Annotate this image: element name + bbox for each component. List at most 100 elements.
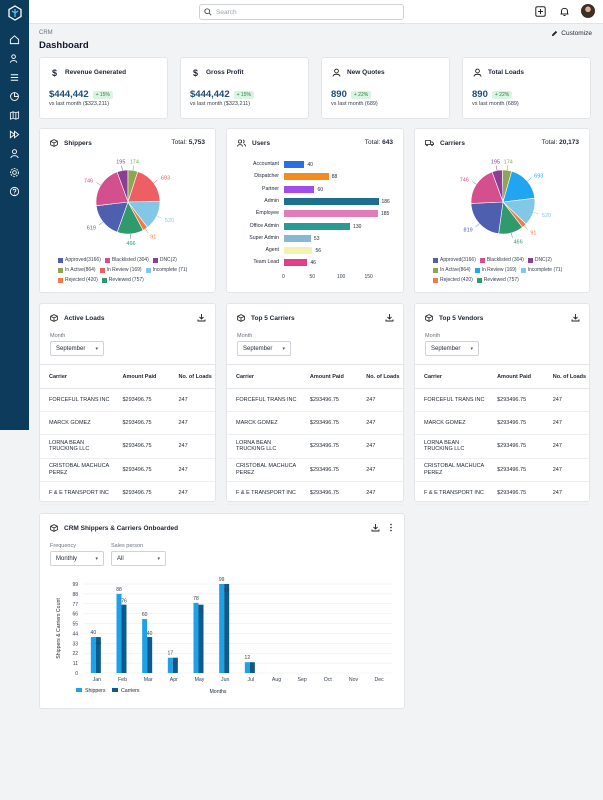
bar-shippers-jun[interactable]: [219, 584, 225, 673]
customize-button[interactable]: Customize: [551, 30, 592, 37]
table-row[interactable]: MARCK GOMEZ $293496.75 247: [415, 411, 589, 436]
month-select[interactable]: September ▾: [425, 341, 479, 356]
users-total: Total: 643: [364, 139, 393, 146]
help-icon[interactable]: [8, 185, 21, 198]
search-input[interactable]: Search: [199, 4, 404, 20]
table-row[interactable]: F & E TRANSPORT INC $293496.75 247: [227, 481, 403, 505]
column-header[interactable]: Amount Paid: [488, 364, 544, 389]
bar-carriers-apr[interactable]: [172, 657, 178, 673]
legend-item[interactable]: Reviewed (757): [101, 277, 144, 283]
pie-slice-blacklisted[interactable]: [470, 171, 504, 204]
table-row[interactable]: FORCEFUL TRANS INC $293496.75 247: [227, 388, 403, 413]
users-icon[interactable]: [8, 52, 21, 65]
column-header[interactable]: No. of Loads: [543, 364, 589, 389]
avatar[interactable]: [581, 4, 595, 18]
legend-item[interactable]: In Review (169): [99, 267, 142, 273]
legend-item[interactable]: DNC(2): [152, 257, 177, 263]
bar-carriers-jun[interactable]: [224, 584, 230, 673]
column-header[interactable]: Carrier: [415, 364, 489, 389]
legend-item[interactable]: Blacklisted (304): [104, 257, 149, 263]
legend-item[interactable]: In Active(864): [58, 267, 96, 273]
table-row[interactable]: CRISTOBAL MACHUCA PEREZ $293496.75 247: [40, 458, 215, 482]
column-header[interactable]: Amount Paid: [300, 364, 358, 389]
table-row[interactable]: CRISTOBAL MACHUCA PEREZ $293496.75 247: [227, 458, 403, 482]
pie-slice-in-review[interactable]: [127, 171, 161, 203]
table-row[interactable]: LORNA BEAN TRUCKING LLC $293496.75 247: [415, 434, 589, 459]
kpi-comparison: vs last month (689): [472, 101, 519, 107]
legend-item[interactable]: DNC(2): [527, 257, 552, 263]
add-icon[interactable]: [533, 4, 547, 18]
breadcrumb[interactable]: CRM: [39, 30, 53, 36]
bar-accountant[interactable]: [284, 161, 305, 168]
bar-value-label: 40: [307, 162, 313, 168]
more-options-icon[interactable]: [389, 523, 393, 532]
bar-shippers-jan[interactable]: [90, 637, 96, 673]
bar-admin[interactable]: [284, 197, 379, 205]
column-header[interactable]: No. of Loads: [169, 364, 215, 389]
table-row[interactable]: F & E TRANSPORT INC $293496.75 247: [40, 481, 215, 505]
settings-icon[interactable]: [8, 166, 21, 179]
table-row[interactable]: FORCEFUL TRANS INC $293496.75 247: [415, 388, 589, 413]
bar-dispatcher[interactable]: [284, 173, 329, 181]
legend-item[interactable]: Incomplete (71): [145, 267, 187, 273]
download-icon[interactable]: [385, 313, 394, 322]
fast-forward-icon[interactable]: [8, 128, 21, 141]
table-row[interactable]: LORNA BEAN TRUCKING LLC $293496.75 247: [227, 434, 403, 459]
table-row[interactable]: MARCK GOMEZ $293496.75 247: [40, 411, 215, 436]
legend-item[interactable]: In Active(864): [433, 267, 471, 273]
bar-partner[interactable]: [284, 185, 315, 193]
legend-item[interactable]: Reviewed (757): [476, 277, 519, 283]
legend-label[interactable]: Carriers: [121, 688, 140, 694]
bar-team-lead[interactable]: [284, 259, 308, 267]
legend-item[interactable]: Incomplete (71): [520, 267, 562, 273]
frequency-select[interactable]: Monthly ▾: [50, 551, 104, 566]
bell-icon[interactable]: [557, 4, 571, 18]
bar-super-admin[interactable]: [284, 234, 311, 242]
legend-label[interactable]: Shippers: [85, 688, 106, 694]
bar-carriers-jul[interactable]: [249, 662, 255, 673]
table-row[interactable]: CRISTOBAL MACHUCA PEREZ $293496.75 247: [415, 458, 589, 482]
map-icon[interactable]: [8, 109, 21, 122]
bar-carriers-jan[interactable]: [95, 637, 101, 673]
legend-item[interactable]: Approved(3166): [433, 257, 476, 263]
bar-value-label: 185: [380, 211, 390, 218]
bar-shippers-feb[interactable]: [116, 593, 122, 673]
legend-item[interactable]: Rejected (420): [433, 277, 473, 283]
legend-item[interactable]: Rejected (420): [58, 277, 98, 283]
bar-employee[interactable]: [284, 210, 378, 218]
download-icon[interactable]: [197, 313, 206, 322]
column-header[interactable]: Carrier: [40, 364, 114, 389]
pie-slice-blacklisted[interactable]: [95, 171, 129, 207]
profile-icon[interactable]: [8, 147, 21, 160]
download-icon[interactable]: [371, 523, 380, 532]
column-header[interactable]: Amount Paid: [113, 364, 170, 389]
bar-shippers-apr[interactable]: [167, 657, 173, 673]
table-row[interactable]: LORNA BEAN TRUCKING LLC $293496.75 247: [40, 434, 215, 459]
list-icon[interactable]: [8, 71, 21, 84]
bar-carriers-mar[interactable]: [147, 637, 153, 673]
month-select[interactable]: September ▾: [237, 341, 291, 356]
download-icon[interactable]: [571, 313, 580, 322]
home-icon[interactable]: [8, 33, 21, 46]
bar-carriers-may[interactable]: [198, 604, 204, 673]
table-row[interactable]: MARCK GOMEZ $293496.75 247: [227, 411, 403, 436]
pie-slice-approved[interactable]: [470, 201, 504, 235]
bar-carriers-feb[interactable]: [121, 604, 127, 673]
legend-item[interactable]: Blacklisted (304): [479, 257, 524, 263]
bar-shippers-mar[interactable]: [142, 619, 148, 673]
column-header[interactable]: Carrier: [227, 364, 301, 389]
legend-item[interactable]: In Review (169): [474, 267, 517, 273]
table-row[interactable]: FORCEFUL TRANS INC $293496.75 247: [40, 388, 215, 413]
table-cell: 247: [169, 411, 215, 436]
bar-shippers-may[interactable]: [193, 602, 199, 673]
logo-icon[interactable]: [7, 5, 23, 21]
salesperson-select[interactable]: All ▾: [111, 551, 166, 566]
legend-item[interactable]: Approved(3166): [58, 257, 101, 263]
column-header[interactable]: No. of Loads: [357, 364, 403, 389]
month-select[interactable]: September ▾: [50, 341, 104, 356]
bar-office-admin[interactable]: [284, 222, 351, 230]
bar-agent[interactable]: [284, 247, 313, 255]
table-row[interactable]: F & E TRANSPORT INC $293496.75 247: [415, 481, 589, 505]
chart-pie-icon[interactable]: [8, 90, 21, 103]
bar-shippers-jul[interactable]: [244, 662, 250, 673]
